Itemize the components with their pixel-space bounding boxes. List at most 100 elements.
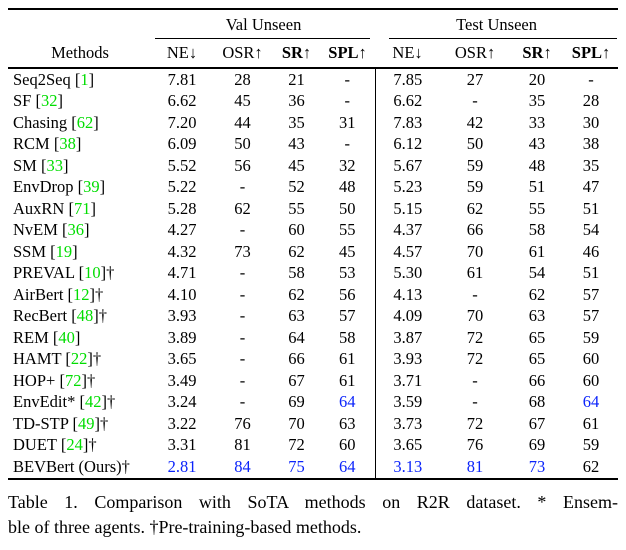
value-cell: 3.31	[167, 435, 197, 454]
column-header-val-sr: SR↑	[273, 39, 320, 69]
value-cell: -	[344, 91, 351, 110]
value-cell: 72	[466, 349, 484, 368]
value-cell: 48	[339, 177, 356, 196]
value-cell: 72	[288, 435, 305, 454]
method-name: EnvDrop	[13, 177, 74, 196]
value-cell: 53	[339, 263, 356, 282]
method-cell: Seq2Seq [1]	[13, 69, 95, 89]
value-cell: 5.67	[374, 155, 441, 177]
value-cell: 54	[528, 263, 546, 282]
value-cell: 3.59	[374, 391, 441, 413]
value-cell: 63	[288, 306, 305, 325]
citation-number: 48	[76, 306, 94, 325]
column-header-test-spl: SPL↑	[564, 39, 619, 69]
table-row: Seq2Seq [1] 7.81 28 21 - 7.85 27 20 -	[8, 68, 618, 91]
method-name: PREVAL	[13, 263, 75, 282]
method-cell: HOP+ [72]†	[13, 370, 96, 390]
value-cell: 5.30	[374, 262, 441, 284]
table-row: HOP+ [72]† 3.49 - 67 61 3.71 - 66 60	[8, 370, 618, 392]
value-cell: 4.09	[374, 305, 441, 327]
value-cell: 59	[466, 177, 484, 196]
value-cell: 5.23	[374, 176, 441, 198]
method-cell: SSM [19]	[13, 241, 78, 261]
value-cell: 70	[466, 306, 484, 325]
value-cell: 65	[528, 327, 546, 347]
method-cell: BEVBert (Ours)†	[8, 456, 152, 480]
value-cell: -	[472, 284, 478, 304]
table-row: DUET [24]† 3.31 81 72 60 3.65 76 69 59	[8, 434, 618, 456]
value-cell: 38	[582, 134, 600, 153]
method-cell: PREVAL [10]†	[13, 263, 115, 282]
method-cell: AuxRN [71]	[13, 198, 96, 218]
table-row: REM [40] 3.89 - 64 58 3.87 72 65 59	[8, 327, 618, 349]
value-cell: -	[472, 91, 478, 110]
value-cell: 81	[234, 435, 251, 454]
column-header-val-ne: NE↓	[152, 39, 212, 69]
citation-number: 40	[58, 327, 75, 347]
value-cell: 44	[234, 112, 251, 132]
method-cell: EnvEdit* [42]†	[13, 392, 116, 411]
value-cell: 50	[339, 198, 356, 218]
citation-number: 62	[76, 112, 94, 132]
value-cell: 62	[564, 456, 619, 480]
value-cell: 73	[510, 456, 565, 480]
value-cell: 3.65	[374, 434, 441, 456]
method-cell: TD-STP [49]†	[13, 413, 109, 433]
value-cell: 6.62	[374, 90, 441, 112]
value-cell: 32	[339, 155, 356, 175]
value-cell: 62	[288, 241, 305, 261]
table-row: Chasing [62] 7.20 44 35 31 7.83 42 33 30	[8, 112, 618, 134]
method-cell: DUET [24]†	[13, 435, 97, 454]
method-name: Chasing	[13, 112, 68, 132]
value-cell: 5.28	[167, 198, 197, 218]
table-caption: Table 1. Comparison with SoTA methods on…	[8, 490, 618, 540]
results-table: Val Unseen Test Unseen Methods NE↓ OSR↑ …	[8, 8, 619, 480]
value-cell: -	[239, 263, 246, 282]
value-cell: 52	[288, 177, 305, 196]
value-cell: 55	[288, 198, 305, 218]
value-cell: 61	[528, 241, 546, 261]
value-cell: 45	[288, 155, 305, 175]
value-cell: 54	[582, 220, 600, 239]
value-cell: 59	[582, 327, 600, 347]
value-cell: 3.87	[374, 327, 441, 349]
table-row: SM [33] 5.52 56 45 32 5.67 59 48 35	[8, 155, 618, 177]
method-cell: AirBert [12]†	[13, 284, 104, 304]
value-cell: 4.32	[167, 241, 197, 261]
value-cell: 84	[212, 456, 273, 480]
value-cell: 61	[339, 370, 356, 390]
citation-number: 36	[67, 220, 85, 239]
value-cell: 72	[466, 413, 484, 433]
value-cell: 46	[582, 241, 600, 261]
method-cell: REM [40]	[13, 327, 81, 347]
value-cell: 36	[288, 91, 305, 110]
method-name: REM	[13, 327, 49, 347]
value-cell: 3.93	[374, 348, 441, 370]
value-cell: 66	[466, 220, 484, 239]
table-row: AuxRN [71] 5.28 62 55 50 5.15 62 55 51	[8, 198, 618, 220]
citation-number: 71	[73, 198, 91, 218]
column-header-test-osr: OSR↑	[440, 39, 511, 69]
value-cell: 75	[273, 456, 320, 480]
method-name: SM	[13, 155, 37, 175]
table-row: EnvEdit* [42]† 3.24 - 69 64 3.59 - 68 64	[8, 391, 618, 413]
value-cell: 66	[528, 370, 546, 390]
value-cell: 51	[582, 263, 600, 282]
table-row: RCM [38] 6.09 50 43 - 6.12 50 43 38	[8, 133, 618, 155]
value-cell: 7.81	[167, 69, 197, 89]
value-cell: 59	[466, 155, 484, 175]
method-cell: SF [32]	[13, 91, 63, 110]
method-name: Seq2Seq	[13, 69, 71, 89]
method-name: AirBert	[13, 284, 64, 304]
value-cell: 43	[528, 134, 546, 153]
method-cell: SM [33]	[13, 155, 69, 175]
value-cell: 35	[288, 112, 305, 132]
value-cell: 28	[582, 91, 600, 110]
value-cell: 28	[234, 69, 251, 89]
table-row: TD-STP [49]† 3.22 76 70 63 3.73 72 67 61	[8, 413, 618, 435]
citation-number: 24	[66, 435, 83, 454]
value-cell: 60	[288, 220, 305, 239]
value-cell: 64	[320, 456, 376, 480]
value-cell: 68	[528, 392, 546, 411]
value-cell: 81	[440, 456, 511, 480]
